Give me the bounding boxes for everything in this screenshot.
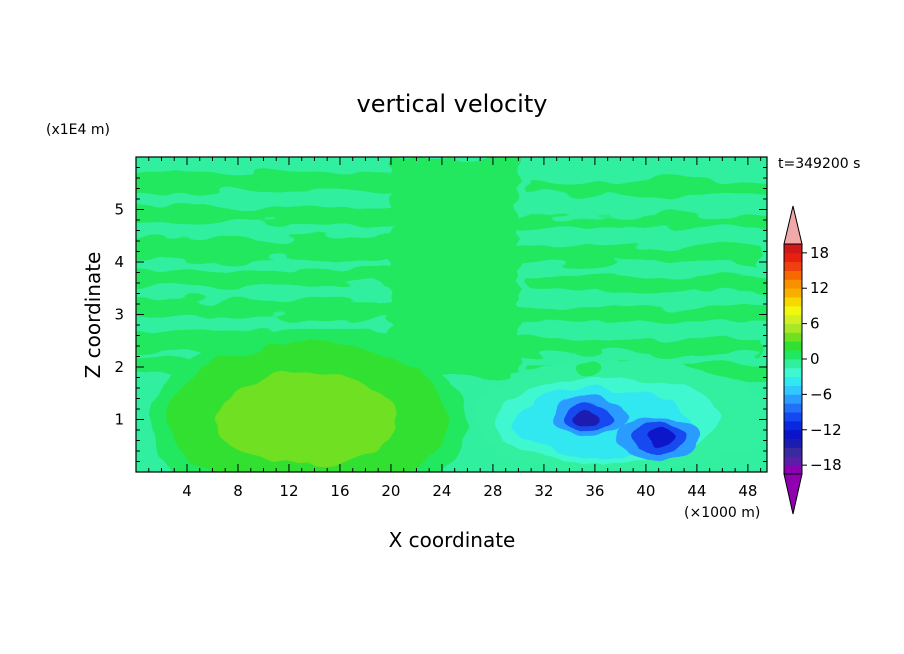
x-tick-label: 28	[483, 482, 502, 500]
y-axis: 1 2 3 4 5	[114, 167, 767, 462]
x-tick-label: 48	[738, 482, 757, 500]
x-tick-label: 24	[432, 482, 451, 500]
colorbar-swatch	[784, 270, 802, 280]
colorbar-tick-label: −12	[810, 421, 842, 439]
colorbar-swatch	[784, 429, 802, 440]
colorbar-swatch	[784, 323, 802, 333]
colorbar-over-arrow	[783, 205, 803, 245]
y-tick-label: 3	[114, 306, 124, 324]
time-label: t=349200 s	[778, 156, 860, 172]
colorbar-swatch	[784, 314, 802, 325]
x-tick-label: 32	[534, 482, 553, 500]
colorbar-swatch	[784, 394, 802, 404]
colorbar-swatch	[784, 288, 802, 298]
colorbar-tick-label: 0	[810, 350, 820, 368]
x-tick-label: 4	[182, 482, 192, 500]
x-axis-label: X coordinate	[389, 528, 516, 552]
colorbar: 18 12 6 0 −6 −12 −18	[783, 205, 842, 515]
colorbar-tick-label: 12	[810, 279, 829, 297]
field-contour	[645, 428, 672, 448]
colorbar-swatch	[784, 412, 802, 422]
chart-title: vertical velocity	[357, 90, 548, 118]
y-tick-label: 1	[114, 411, 124, 429]
colorbar-swatch	[784, 252, 802, 263]
x-tick-label: 44	[687, 482, 706, 500]
colorbar-swatch	[784, 359, 802, 369]
field-band	[390, 157, 519, 378]
colorbar-swatch	[784, 297, 802, 307]
field-band	[502, 214, 767, 228]
x-tick-label: 40	[636, 482, 655, 500]
colorbar-under-arrow	[783, 473, 803, 515]
colorbar-tick-label: 18	[810, 244, 829, 262]
x-tick-label: 20	[381, 482, 400, 500]
y-unit-label: (x1E4 m)	[46, 122, 110, 138]
colorbar-swatch	[784, 376, 802, 386]
colorbar-swatch	[784, 465, 802, 475]
field-layers	[136, 157, 767, 472]
colorbar-tick-label: 6	[810, 315, 820, 333]
colorbar-swatch	[784, 305, 802, 316]
field-band	[527, 180, 767, 196]
colorbar-swatch	[784, 367, 802, 378]
field-band	[136, 298, 444, 318]
y-axis-label: Z coordinate	[81, 252, 105, 379]
colorbar-tick-label: −18	[810, 456, 842, 474]
colorbar-swatch	[784, 279, 802, 289]
colorbar-tick-label: −6	[810, 385, 832, 403]
x-tick-label: 8	[233, 482, 243, 500]
field-contour	[575, 407, 602, 427]
x-tick-label: 36	[585, 482, 604, 500]
field-band	[136, 238, 444, 260]
x-tick-label: 16	[330, 482, 349, 500]
field-band	[136, 206, 474, 223]
plot-area	[136, 157, 767, 472]
field-band	[477, 246, 762, 264]
x-unit-label: (×1000 m)	[684, 505, 760, 521]
colorbar-swatch	[784, 438, 802, 448]
field-band	[502, 306, 767, 322]
field-contour	[577, 357, 601, 377]
colorbar-swatch	[784, 244, 802, 254]
field-contour	[282, 395, 334, 444]
colorbar-swatch	[784, 385, 802, 395]
colorbar-swatch	[784, 447, 802, 457]
colorbar-swatch	[784, 261, 802, 271]
y-tick-label: 2	[114, 358, 124, 376]
x-tick-label: 12	[279, 482, 298, 500]
y-tick-label: 4	[114, 253, 124, 271]
colorbar-swatch	[784, 403, 802, 413]
field-band	[527, 277, 767, 291]
colorbar-swatch	[784, 350, 802, 360]
x-axis: 4 8 12 16 20 24 28 32 36 40 44 48	[148, 157, 762, 500]
colorbar-swatch	[784, 456, 802, 466]
colorbar-swatch	[784, 332, 802, 342]
colorbar-swatch	[784, 420, 802, 431]
field-band	[136, 269, 474, 286]
feature-layer	[148, 330, 767, 472]
field-band	[136, 172, 444, 192]
y-tick-label: 5	[114, 201, 124, 219]
field-band	[477, 338, 762, 355]
colorbar-swatch	[784, 341, 802, 351]
